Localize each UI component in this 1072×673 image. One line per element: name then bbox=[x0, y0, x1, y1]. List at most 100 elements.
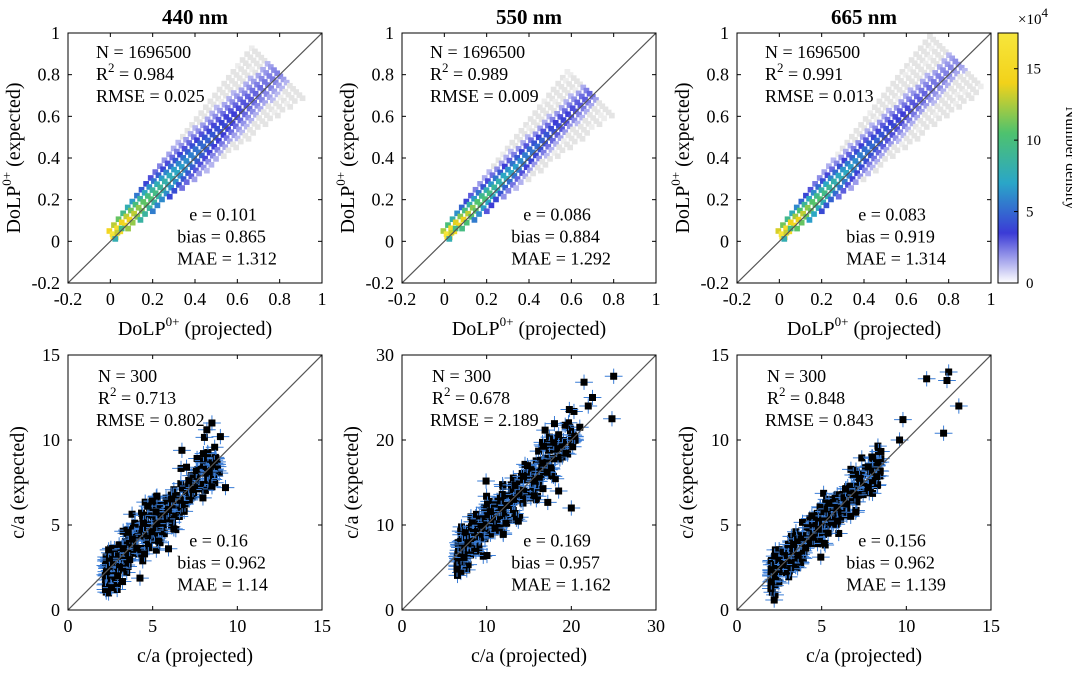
density-cell bbox=[126, 216, 133, 223]
data-point bbox=[454, 557, 462, 565]
density-cell bbox=[564, 90, 571, 96]
data-point bbox=[509, 474, 517, 482]
data-point bbox=[851, 491, 859, 499]
y-tick-label: -0.2 bbox=[366, 273, 395, 293]
density-cell bbox=[161, 157, 168, 164]
x-tick-label: -0.2 bbox=[54, 289, 83, 309]
density-cell bbox=[915, 84, 922, 91]
x-tick-label: 1 bbox=[318, 289, 327, 309]
data-point bbox=[864, 463, 872, 471]
data-point bbox=[144, 502, 152, 510]
data-point bbox=[497, 504, 505, 512]
density-cell bbox=[922, 60, 929, 67]
density-cell bbox=[916, 75, 923, 82]
one-to-one-line bbox=[68, 355, 322, 610]
data-point bbox=[115, 541, 123, 549]
plot-area bbox=[68, 33, 322, 283]
density-cell bbox=[952, 58, 959, 65]
density-cell bbox=[599, 103, 606, 110]
density-cell bbox=[901, 102, 908, 108]
density-cell bbox=[962, 68, 968, 74]
density-cell bbox=[228, 129, 235, 136]
density-cell bbox=[483, 187, 490, 193]
density-cell bbox=[241, 90, 248, 97]
density-cell bbox=[794, 225, 800, 232]
density-cell bbox=[544, 152, 550, 159]
density-cell bbox=[827, 175, 834, 182]
density-cell bbox=[203, 146, 210, 153]
density-cell bbox=[912, 102, 919, 109]
density-cell bbox=[856, 131, 863, 137]
density-cell bbox=[928, 118, 935, 124]
density-cell bbox=[539, 137, 545, 144]
density-cell bbox=[236, 126, 242, 133]
density-cell bbox=[179, 185, 185, 191]
density-cell bbox=[913, 51, 920, 57]
density-cell bbox=[852, 158, 859, 164]
density-cell bbox=[535, 113, 542, 120]
density-cell bbox=[134, 214, 141, 220]
density-cell bbox=[193, 116, 200, 122]
density-cell bbox=[239, 57, 246, 63]
data-point bbox=[798, 535, 806, 543]
data-point bbox=[535, 474, 543, 482]
density-cell bbox=[812, 181, 818, 187]
density-cell bbox=[875, 149, 882, 156]
data-point bbox=[493, 520, 501, 528]
data-point bbox=[840, 494, 848, 502]
density-cell bbox=[114, 229, 121, 236]
density-cell bbox=[918, 66, 924, 73]
x-axis-label: DoLP0+ (projected) bbox=[787, 314, 941, 340]
density-cell bbox=[899, 141, 905, 148]
density-cell bbox=[909, 99, 916, 106]
data-point bbox=[820, 489, 828, 497]
density-cell bbox=[866, 161, 873, 168]
x-tick-label: 0.6 bbox=[560, 289, 583, 309]
data-point bbox=[482, 477, 490, 485]
density-cell bbox=[567, 72, 574, 78]
density-cell bbox=[926, 63, 932, 70]
density-cell bbox=[240, 78, 246, 85]
density-cell bbox=[864, 149, 871, 156]
stat-r2: R2 = 0.848 bbox=[767, 384, 845, 408]
density-cell bbox=[858, 164, 865, 171]
data-point bbox=[520, 487, 528, 495]
density-cell bbox=[175, 139, 182, 146]
density-cell bbox=[216, 86, 223, 93]
y-tick-label: 10 bbox=[376, 515, 394, 535]
data-point bbox=[565, 406, 573, 414]
data-point bbox=[216, 433, 224, 441]
label-part: c/a (expected) bbox=[7, 426, 29, 539]
density-cell bbox=[914, 114, 921, 121]
density-cell bbox=[880, 122, 886, 129]
density-cell bbox=[872, 146, 879, 153]
density-cell bbox=[580, 105, 587, 112]
y-tick-label: 0.4 bbox=[38, 148, 61, 168]
density-cell bbox=[919, 57, 926, 64]
density-cell bbox=[220, 132, 227, 138]
one-to-one-line bbox=[68, 33, 322, 283]
density-cell bbox=[795, 216, 802, 223]
density-cell bbox=[566, 102, 573, 108]
density-cell bbox=[874, 137, 880, 144]
panel-title: 440 nm bbox=[162, 5, 228, 29]
density-cell bbox=[951, 67, 957, 74]
label-part: 2 bbox=[779, 384, 786, 399]
density-cell bbox=[818, 187, 825, 193]
density-cell bbox=[898, 120, 905, 126]
density-cell bbox=[913, 93, 920, 100]
x-tick-label: 10 bbox=[228, 616, 246, 636]
density-cell bbox=[815, 184, 822, 190]
data-point bbox=[793, 538, 801, 546]
data-point bbox=[768, 588, 776, 596]
stat-bias: bias = 0.962 bbox=[177, 552, 266, 572]
data-point bbox=[511, 509, 519, 517]
x-tick-label: 0.6 bbox=[895, 289, 918, 309]
density-cell bbox=[456, 222, 462, 229]
density-cell bbox=[268, 106, 275, 113]
density-cell bbox=[965, 92, 972, 98]
density-cell bbox=[958, 64, 965, 71]
density-cell bbox=[452, 219, 459, 226]
density-cell bbox=[476, 211, 482, 217]
density-cell bbox=[252, 90, 259, 97]
